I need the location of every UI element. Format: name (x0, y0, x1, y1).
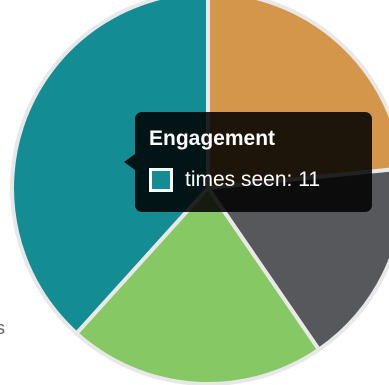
pie-slice-3[interactable] (74, 186, 321, 385)
tooltip-metric-label: times seen (185, 168, 287, 191)
series-swatch (149, 168, 173, 192)
tooltip-row: times seen : 11 (149, 167, 358, 193)
tooltip-value: 11 (298, 168, 321, 191)
pie-slice-4[interactable] (10, 0, 210, 336)
tooltip-separator: : (286, 168, 299, 191)
pie-slice-2[interactable] (206, 167, 389, 352)
legend-label-fragment: s (0, 318, 5, 338)
tooltip-title: Engagement (149, 127, 276, 150)
tooltip: Engagement times seen : 11 (124, 112, 372, 212)
tooltip-box: Engagement times seen : 11 (135, 112, 372, 212)
tooltip-pointer (124, 154, 135, 170)
